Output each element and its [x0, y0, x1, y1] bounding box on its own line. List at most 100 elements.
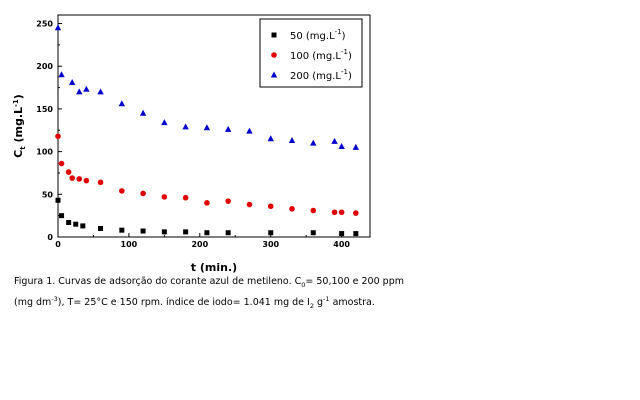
data-point-circle — [55, 133, 61, 140]
data-point-circle — [331, 209, 338, 216]
data-point-square — [119, 227, 125, 233]
figure-caption-line-1: Figura 1. Curvas de adsorção do corante … — [14, 276, 624, 289]
data-point-triangle — [54, 24, 62, 31]
legend-marker-triangle — [270, 71, 278, 78]
legend-label-close: ) — [348, 51, 352, 62]
y-axis-title-unit: (mg.L — [12, 107, 25, 146]
legend-label-text: 200 (mg.L — [290, 71, 341, 82]
data-point-square — [353, 231, 359, 237]
x-tick-label: 300 — [262, 240, 279, 249]
legend-label-superscript: -1 — [341, 48, 348, 56]
data-point-triangle — [246, 127, 253, 134]
caption-subscript: 0 — [301, 280, 306, 289]
data-point-triangle — [310, 139, 317, 146]
data-point-square — [204, 230, 210, 236]
data-point-circle — [65, 169, 72, 175]
legend-label-close: ) — [342, 31, 346, 42]
data-point-square — [183, 229, 189, 235]
plot-frame — [57, 14, 371, 238]
data-point-square — [66, 219, 72, 225]
x-axis-title: t (min.) — [191, 261, 237, 274]
y-tick-label: 50 — [42, 190, 54, 199]
data-point-triangle — [352, 143, 360, 150]
x-tick-label: 400 — [333, 240, 350, 249]
data-point-triangle — [338, 142, 345, 149]
x-tick-label: 0 — [55, 240, 61, 249]
y-tick-label: 200 — [36, 62, 53, 71]
data-point-triangle — [182, 123, 189, 130]
data-point-circle — [338, 209, 345, 216]
caption-superscript: -3 — [51, 295, 58, 303]
data-point-triangle — [97, 88, 104, 95]
data-point-square — [59, 213, 65, 219]
data-point-square — [98, 225, 104, 231]
data-point-circle — [267, 203, 274, 210]
data-point-square — [225, 230, 231, 236]
legend-label-superscript: -1 — [335, 28, 342, 36]
y-axis-title: Ct (mg.L-1) — [12, 94, 27, 158]
caption-text: = 50,100 e 200 ppm — [305, 276, 404, 287]
legend-label: 200 (mg.L-1) — [290, 68, 352, 82]
data-point-triangle — [203, 124, 211, 131]
data-point-circle — [182, 194, 189, 201]
legend-marker-square — [271, 32, 277, 38]
data-point-circle — [76, 176, 83, 182]
data-point-triangle — [267, 135, 274, 142]
y-axis-title-symbol: C — [12, 150, 25, 158]
data-point-square — [339, 231, 345, 237]
data-point-triangle — [139, 109, 147, 116]
data-point-circle — [225, 198, 231, 204]
data-point-circle — [83, 177, 90, 184]
data-point-triangle — [76, 88, 83, 95]
legend-label-text: 100 (mg.L — [290, 51, 341, 62]
y-tick-label: 250 — [36, 20, 53, 29]
data-point-circle — [119, 188, 125, 194]
y-axis-title-subscript: t — [19, 146, 27, 150]
caption-text: amostra. — [329, 297, 375, 309]
data-point-triangle — [58, 71, 65, 78]
caption-text: g — [314, 297, 324, 309]
legend-label: 100 (mg.L-1) — [290, 48, 352, 62]
y-tick-label: 100 — [36, 148, 53, 157]
data-point-circle — [140, 190, 146, 197]
data-point-circle — [353, 210, 359, 216]
x-tick-label: 200 — [191, 240, 208, 249]
legend-label-superscript: -1 — [341, 68, 348, 76]
caption-superscript: -1 — [323, 295, 330, 303]
data-point-circle — [58, 160, 65, 167]
data-point-circle — [204, 200, 210, 206]
data-point-square — [80, 223, 86, 229]
data-point-square — [140, 228, 146, 234]
data-point-circle — [161, 194, 168, 200]
legend-marker-circle — [271, 52, 277, 58]
y-tick-label: 0 — [47, 233, 53, 242]
data-point-triangle — [224, 125, 232, 132]
caption-text: (mg dm — [14, 297, 52, 309]
data-point-circle — [97, 179, 104, 186]
y-axis-title-superscript: -1 — [12, 99, 20, 107]
data-point-square — [268, 230, 274, 236]
caption-subscript: 2 — [309, 302, 314, 311]
y-tick-label: 150 — [36, 105, 53, 114]
legend-label: 50 (mg.L-1) — [290, 28, 346, 42]
data-point-triangle — [68, 78, 76, 85]
data-point-circle — [246, 201, 253, 208]
y-axis-title-close: ) — [12, 94, 25, 99]
data-point-square — [310, 230, 316, 236]
data-point-square — [161, 229, 167, 235]
legend-label-close: ) — [348, 71, 352, 82]
data-point-circle — [69, 175, 75, 181]
x-tick-label: 100 — [121, 240, 138, 249]
legend-label-text: 50 (mg.L — [290, 31, 335, 42]
figure-caption-line-2: (mg dm-3), T= 25°C e 150 rpm. índice de … — [14, 295, 624, 310]
data-point-triangle — [161, 119, 168, 126]
data-point-triangle — [331, 137, 338, 144]
caption-text: Figura 1. Curvas de adsorção do corante … — [14, 276, 302, 287]
caption-text: ), T= 25°C e 150 rpm. índice de iodo= 1.… — [57, 297, 310, 309]
data-point-circle — [289, 206, 295, 212]
data-point-triangle — [288, 137, 296, 144]
data-point-triangle — [83, 85, 90, 92]
data-point-triangle — [118, 100, 126, 107]
legend-box — [259, 18, 363, 88]
